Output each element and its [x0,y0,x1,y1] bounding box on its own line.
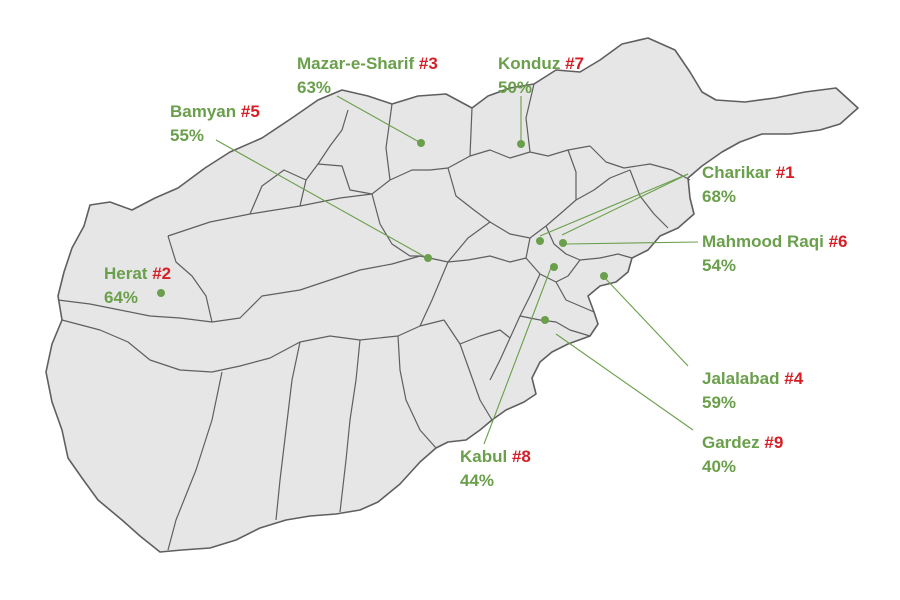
city-percent: 64% [104,286,171,310]
label-gardez: Gardez #9 40% [702,431,783,479]
city-rank: #5 [241,102,260,121]
label-kabul: Kabul #8 44% [460,445,531,493]
city-name: Charikar [702,163,771,182]
marker-gardez[interactable] [541,316,549,324]
city-rank: #8 [512,447,531,466]
city-percent: 40% [702,455,783,479]
city-rank: #3 [419,54,438,73]
city-percent: 55% [170,124,260,148]
city-rank: #1 [776,163,795,182]
marker-bamyan[interactable] [424,254,432,262]
label-konduz: Konduz #7 50% [498,52,584,100]
city-rank: #4 [784,369,803,388]
city-rank: #6 [829,232,848,251]
city-name: Jalalabad [702,369,780,388]
city-name: Mazar-e-Sharif [297,54,414,73]
label-herat: Herat #2 64% [104,262,171,310]
city-name: Mahmood Raqi [702,232,824,251]
city-name: Gardez [702,433,760,452]
city-name: Bamyan [170,102,236,121]
city-rank: #7 [565,54,584,73]
marker-mazar-e-sharif[interactable] [417,139,425,147]
label-mazar-e-sharif: Mazar-e-Sharif #3 63% [297,52,438,100]
label-bamyan: Bamyan #5 55% [170,100,260,148]
label-jalalabad: Jalalabad #4 59% [702,367,803,415]
city-name: Herat [104,264,147,283]
label-mahmood-raqi: Mahmood Raqi #6 54% [702,230,848,278]
marker-konduz[interactable] [517,140,525,148]
city-percent: 68% [702,185,795,209]
label-charikar: Charikar #1 68% [702,161,795,209]
city-rank: #2 [152,264,171,283]
city-name: Konduz [498,54,560,73]
city-percent: 50% [498,76,584,100]
marker-charikar[interactable] [536,237,544,245]
city-name: Kabul [460,447,507,466]
city-percent: 44% [460,469,531,493]
city-percent: 59% [702,391,803,415]
marker-mahmood-raqi[interactable] [559,239,567,247]
marker-kabul[interactable] [550,263,558,271]
city-rank: #9 [764,433,783,452]
city-percent: 54% [702,254,848,278]
city-percent: 63% [297,76,438,100]
marker-jalalabad[interactable] [600,272,608,280]
